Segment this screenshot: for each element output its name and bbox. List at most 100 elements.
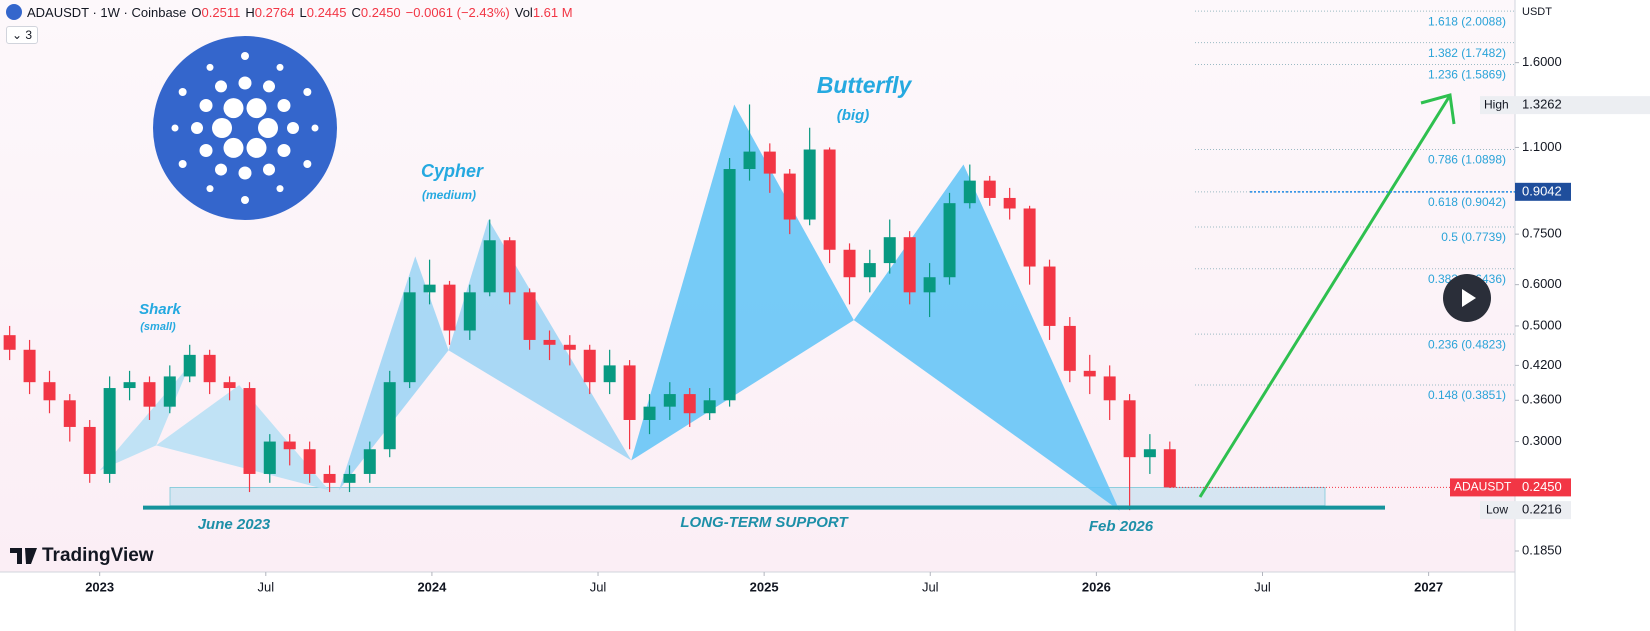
volume: Vol1.61 M [515,5,573,20]
x-tick-label: 2024 [417,579,447,594]
logo-dot [199,144,213,157]
fib-levels: 1.618 (2.0088) 1.382 (1.7482) 1.236 (1.586… [1195,10,1515,402]
ohlc-key: O [191,4,202,20]
candle-body [623,365,636,420]
candle-body [603,365,616,383]
ohlc: L0.2445 [300,5,347,20]
logo-dot [241,52,249,60]
candle-body [663,394,676,407]
y-tick-label: 0.6000 [1522,276,1562,291]
candles [3,104,1176,511]
brand-name: TradingView [42,545,154,566]
candle-body [23,349,36,383]
candle-body [103,388,116,474]
volume-key: Vol [514,4,533,20]
y-tick-label: 0.7500 [1522,226,1562,241]
candle-body [343,473,356,483]
candle-body [903,237,916,293]
fib-label: 0.236 (0.4823) [1428,337,1506,351]
cardano-logo [153,36,337,220]
y-tick-label: 0.1850 [1522,542,1562,557]
play-icon [1462,289,1476,307]
fib-label: 0.618 (0.9042) [1428,195,1506,209]
pattern-size: (big) [837,107,869,124]
ohlc-value: 0.2511 [201,4,241,20]
marker-value: 0.2216 [1522,502,1562,517]
logo-dot [303,160,312,168]
change: −0.0061 (−2.43%) [405,4,510,20]
y-tick-label: 1.6000 [1522,54,1562,69]
play-button[interactable] [1443,274,1491,322]
marker-box [1480,96,1650,115]
logo-dot [212,118,232,138]
candle-body [3,335,16,350]
logo-dot [206,63,214,71]
fib-label: 1.236 (1.5869) [1428,68,1506,82]
brand-icon-dot [26,549,32,555]
candle-body [43,382,56,401]
candle-body [583,349,596,383]
price-markers: High 1.3262 0.9042 ADAUSDT 0.2450 Low 0.2216 [1170,96,1650,520]
candle-body [443,284,456,331]
logo-dot [206,185,214,193]
marker-value: 0.2450 [1522,479,1562,494]
logo-dot [171,124,179,132]
fib-label: 1.618 (2.0088) [1428,14,1506,28]
time-axis [0,572,1515,631]
logo-dot [191,122,203,134]
candle-body [723,169,736,401]
candle-body [263,441,276,474]
candle-body [83,426,96,474]
logo-dot [238,166,252,180]
logo-dot [277,99,291,112]
annotation: June 2023 [198,516,271,533]
pattern-size: (medium) [422,188,476,202]
marker-box [1450,478,1571,497]
annotations: Shark (small) Cypher (medium) Butterfly … [139,72,1154,535]
ohlc: H0.2764 [245,5,294,20]
marker-box [1515,182,1571,201]
x-tick-label: Jul [257,579,274,594]
ohlc-value: 0.2450 [360,4,401,20]
candle-body [283,441,296,450]
pattern-label: Butterfly [817,72,913,98]
candle-body [243,388,256,474]
fib-label: 0.5 (0.7739) [1441,230,1506,244]
ohlc-key: H [245,4,255,20]
candle-body [163,376,176,407]
x-tick-label: 2027 [1414,579,1443,594]
candle-body [403,292,416,383]
support-zone [169,487,1326,507]
candle-body [183,354,196,377]
candle-body [203,354,216,383]
marker-name: Low [1486,502,1508,516]
fib-label: 0.786 (1.0898) [1428,153,1506,167]
price-axis [1515,0,1650,631]
logo-dot [258,118,278,138]
candle-body [803,149,816,220]
indicator-toggle[interactable]: ⌄ 3 [6,26,39,44]
candle-body [1163,449,1176,488]
x-tick-label: Jul [1254,579,1271,594]
indicator-count: 3 [25,28,33,42]
axis-labels: 1.6000 1.1000 0.7500 0.6000 0.5000 0.4200 0.36… [85,54,1562,594]
support-label: LONG-TERM SUPPORT [680,514,849,531]
ohlc-value: 0.2445 [306,4,347,20]
candle-body [543,339,556,345]
arrow-line [1198,96,1451,498]
logo-dot [246,137,267,158]
patterns [99,104,1120,511]
candle-body [423,284,436,293]
candle-body [943,203,956,278]
ohlc-value: 0.2764 [254,4,295,20]
candle-body [303,449,316,474]
logo-dot [277,144,291,157]
x-tick-label: 2026 [1082,579,1111,594]
projection-arrow [1198,93,1456,498]
candle-body [1123,400,1136,458]
logo-dot [241,196,249,204]
logo-dot [178,88,187,96]
candle-body [1003,197,1016,209]
logo-dot [223,137,244,158]
